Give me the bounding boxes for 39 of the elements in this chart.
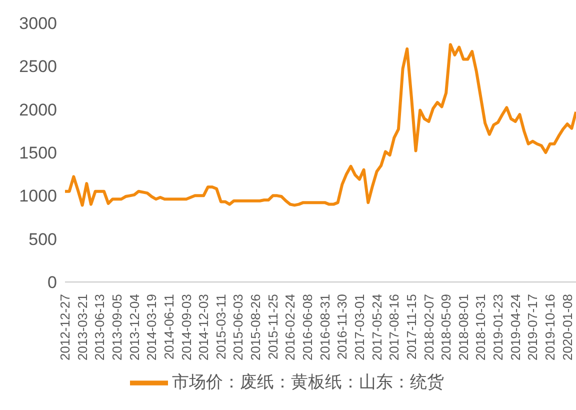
x-tick-label: 2016-11-30 [334,294,350,360]
x-tick-label: 2018-05-09 [438,294,454,360]
x-tick-label: 2018-02-07 [421,294,436,360]
x-tick-label: 2019-04-24 [508,294,523,360]
x-tick-label: 2015-08-26 [248,294,264,360]
legend-label: 市场价：废纸：黄板纸：山东：统货 [172,372,444,392]
x-tick-label: 2017-03-01 [352,294,367,360]
x-tick-label: 2016-06-08 [300,294,316,360]
x-tick-label: 2016-02-24 [282,294,298,360]
x-tick-label: 2014-03-19 [144,294,160,360]
x-tick-label: 2015-11-25 [265,294,280,360]
x-tick-label: 2014-06-11 [161,294,176,360]
y-tick-label: 1000 [19,186,57,206]
x-tick-label: 2020-01-08 [560,294,575,360]
y-tick-label: 500 [28,230,57,249]
x-tick-label: 2016-08-31 [317,294,332,360]
y-tick-label: 3000 [19,14,57,34]
x-tick-label: 2014-12-03 [196,294,212,360]
x-tick-label: 2017-11-15 [404,294,419,360]
x-tick-label: 2013-12-04 [126,294,142,360]
x-tick-label: 2015-03-11 [213,294,228,360]
y-tick-label: 0 [48,273,57,292]
x-tick-label: 2019-01-23 [490,294,506,360]
x-tick-label: 2013-06-13 [92,294,108,360]
x-tick-label: 2013-09-05 [109,294,124,360]
y-tick-label: 2500 [19,57,57,76]
x-tick-label: 2019-10-16 [542,294,558,360]
x-tick-label: 2017-05-24 [369,294,384,360]
y-tick-label: 2000 [19,100,57,120]
x-tick-label: 2018-10-31 [473,294,488,360]
x-tick-label: 2017-08-16 [386,294,402,360]
x-tick-label: 2015-06-03 [230,294,246,360]
y-tick-label: 1500 [19,144,57,163]
x-tick-label: 2013-03-21 [74,294,90,360]
x-tick-label: 2012-12-27 [58,294,72,360]
x-tick-label: 2018-08-01 [456,294,471,360]
x-tick-label: 2019-07-17 [525,294,540,360]
x-tick-label: 2014-09-03 [178,294,194,360]
line-series [64,43,576,207]
